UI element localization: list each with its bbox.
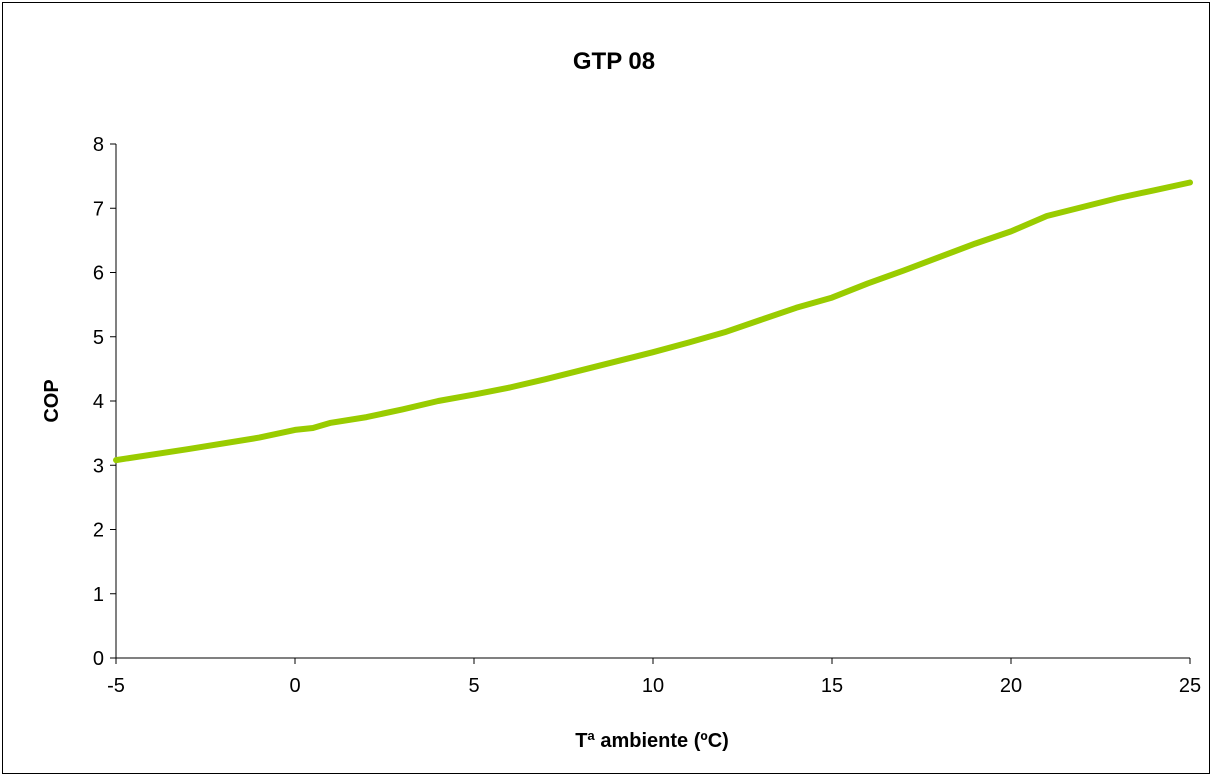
x-tick-label: -5 xyxy=(107,675,125,697)
y-tick-label: 2 xyxy=(93,520,104,542)
y-tick-label: 8 xyxy=(93,134,104,156)
y-tick-label: 1 xyxy=(93,584,104,606)
chart-title: GTP 08 xyxy=(573,48,655,75)
x-tick-label: 25 xyxy=(1179,675,1201,697)
x-tick-label: 20 xyxy=(1000,675,1022,697)
y-tick-label: 7 xyxy=(93,198,104,220)
x-axis-label: Tª ambiente (ºC) xyxy=(575,730,729,752)
y-tick-label: 6 xyxy=(93,263,104,285)
y-tick-label: 3 xyxy=(93,455,104,477)
x-tick-label: 5 xyxy=(468,675,479,697)
y-tick-label: 5 xyxy=(93,327,104,349)
series-line xyxy=(113,179,1193,464)
x-tick-label: 15 xyxy=(821,675,843,697)
x-tick-label: 0 xyxy=(289,675,300,697)
y-tick-label: 4 xyxy=(93,391,104,413)
x-tick-label: 10 xyxy=(642,675,664,697)
y-axis-label: COP xyxy=(41,379,63,422)
y-tick-label: 0 xyxy=(93,648,104,670)
